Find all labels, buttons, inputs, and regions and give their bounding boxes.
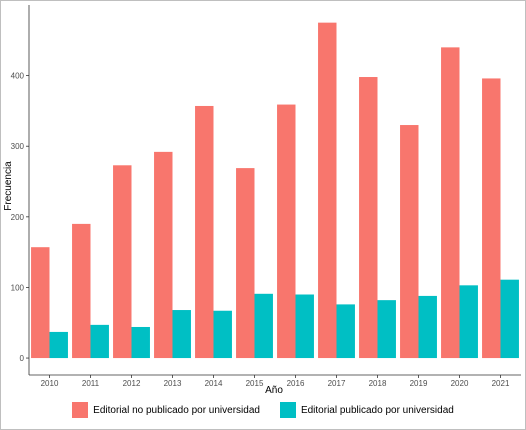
y-tick-label: 100	[11, 283, 25, 292]
legend-key-series-1	[279, 402, 296, 418]
bar-series-0-2012	[113, 165, 132, 359]
y-tick-label: 200	[11, 213, 25, 222]
x-tick-label: 2017	[328, 379, 346, 388]
bar-series-0-2010	[31, 247, 50, 359]
bar-series-1-2011	[90, 324, 109, 359]
bar-series-0-2020	[441, 47, 460, 359]
bar-series-0-2017	[318, 22, 337, 359]
bar-series-1-2019	[418, 295, 437, 359]
bar-series-0-2013	[154, 151, 173, 359]
x-tick-label: 2011	[82, 379, 100, 388]
legend-item-series-1: Editorial publicado por universidad	[279, 402, 454, 418]
bar-series-0-2016	[277, 104, 296, 359]
bar-series-1-2013	[172, 310, 191, 359]
bar-series-0-2011	[72, 223, 91, 359]
x-tick-label: 2020	[451, 379, 469, 388]
bar-series-1-2021	[500, 279, 519, 359]
bar-series-1-2018	[377, 300, 396, 359]
bar-series-1-2016	[295, 294, 314, 359]
bar-series-0-2015	[236, 168, 255, 359]
bar-series-0-2021	[482, 78, 501, 359]
y-tick-label: 300	[11, 142, 25, 151]
x-axis-title: Año	[265, 385, 283, 396]
x-tick-label: 2013	[164, 379, 182, 388]
x-tick-label: 2012	[123, 379, 141, 388]
bar-chart: 2010 2011 2012 2013 2014 2015 2016 2017 2018 2019…	[3, 5, 521, 396]
y-axis-title: Frecuencia	[3, 161, 14, 211]
legend-key-series-0	[72, 402, 89, 418]
bar-series-1-2012	[131, 326, 150, 359]
bar-series-1-2010	[49, 331, 68, 359]
x-tick-label: 2018	[369, 379, 387, 388]
x-tick-label: 2016	[287, 379, 305, 388]
legend-label-series-0: Editorial no publicado por universidad	[93, 404, 260, 416]
legend-label-series-1: Editorial publicado por universidad	[300, 404, 454, 416]
bar-series-1-2020	[459, 285, 478, 359]
bar-series-0-2019	[400, 125, 419, 359]
x-tick-label: 2015	[246, 379, 264, 388]
bar-series-1-2014	[213, 310, 232, 359]
x-tick-label: 2014	[205, 379, 223, 388]
bar-series-1-2015	[254, 293, 273, 359]
axes-group: 2010 2011 2012 2013 2014 2015 2016 2017 2018 2019…	[11, 5, 521, 388]
y-tick-label: 0	[20, 354, 25, 363]
x-tick-label: 2021	[492, 379, 510, 388]
bar-series-1-2017	[336, 304, 355, 359]
legend: Editorial no publicado por universidad E…	[0, 402, 526, 418]
x-tick-label: 2010	[41, 379, 59, 388]
y-tick-label: 400	[11, 72, 25, 81]
legend-item-series-0: Editorial no publicado por universidad	[72, 402, 260, 418]
bar-series-0-2014	[195, 105, 214, 359]
bars-group	[31, 22, 519, 359]
x-tick-label: 2019	[410, 379, 428, 388]
bar-series-0-2018	[359, 77, 378, 359]
